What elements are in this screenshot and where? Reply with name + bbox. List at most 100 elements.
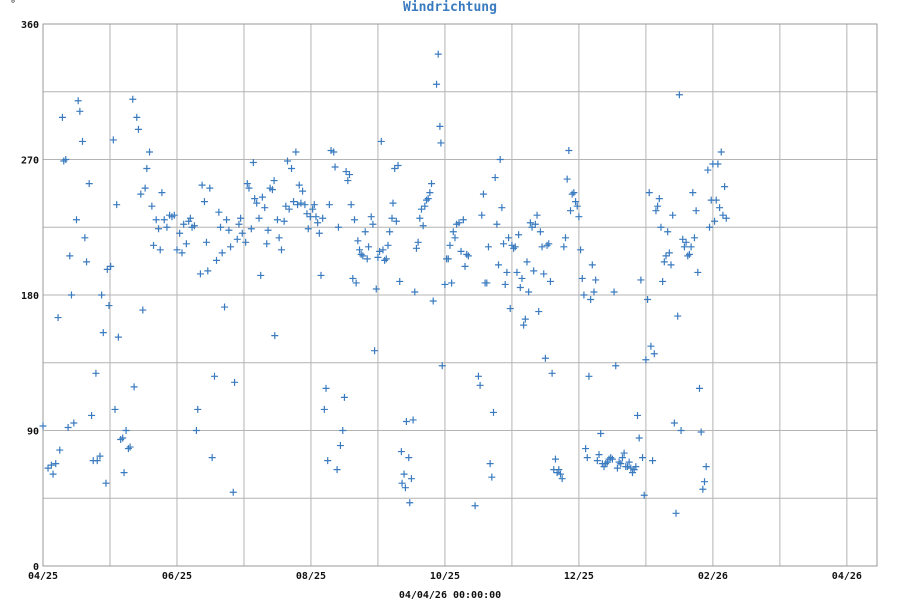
x-tick-label: 06/25 xyxy=(162,571,192,582)
data-point xyxy=(701,478,709,486)
data-point xyxy=(551,455,559,463)
data-point xyxy=(324,457,332,465)
data-point xyxy=(352,279,360,287)
data-point xyxy=(194,405,202,413)
data-point xyxy=(192,427,200,434)
data-point xyxy=(148,202,156,210)
data-point xyxy=(350,216,358,224)
data-point xyxy=(76,107,84,115)
x-tick-label: 12/25 xyxy=(564,571,594,582)
data-point xyxy=(186,214,194,222)
data-point xyxy=(595,451,603,459)
data-point xyxy=(530,267,538,275)
data-point xyxy=(113,201,121,209)
data-point xyxy=(81,234,89,242)
data-point xyxy=(478,211,486,219)
data-point xyxy=(204,267,212,275)
data-point xyxy=(277,246,285,254)
data-point xyxy=(580,291,588,299)
data-point xyxy=(150,241,158,249)
data-point xyxy=(503,268,511,276)
data-point xyxy=(434,50,442,58)
data-point xyxy=(290,198,298,206)
data-point xyxy=(79,137,87,145)
data-point xyxy=(146,148,154,156)
data-point xyxy=(200,198,208,206)
data-point xyxy=(702,463,710,471)
data-point xyxy=(464,252,472,260)
y-tick-label: 360 xyxy=(21,20,39,31)
data-point xyxy=(632,463,640,471)
data-point xyxy=(196,270,204,278)
data-point xyxy=(572,198,580,206)
x-tick-label: 10/25 xyxy=(430,571,460,582)
data-point xyxy=(382,255,390,263)
data-point xyxy=(444,255,452,263)
data-point xyxy=(711,217,719,225)
data-point xyxy=(406,499,414,507)
data-point xyxy=(520,321,528,329)
data-point xyxy=(330,148,338,156)
data-point xyxy=(235,220,243,228)
y-tick-label: 90 xyxy=(27,427,39,438)
tick-labels: 0 90 180 270 360 04/25 06/25 08/25 10/25 12/25 02/… xyxy=(21,20,862,582)
x-tick-label: 08/25 xyxy=(296,571,326,582)
data-point xyxy=(402,417,410,425)
data-point xyxy=(647,342,655,350)
data-point xyxy=(365,243,373,251)
data-point xyxy=(401,484,409,492)
data-point xyxy=(64,423,72,431)
data-point xyxy=(578,274,586,282)
data-point xyxy=(334,223,342,231)
data-point xyxy=(342,168,350,176)
data-point xyxy=(111,405,119,413)
x-tick-label: 02/26 xyxy=(698,571,728,582)
data-point xyxy=(556,470,564,478)
data-point xyxy=(392,217,400,225)
data-point xyxy=(660,258,668,266)
data-point xyxy=(206,184,214,192)
data-point xyxy=(372,285,380,293)
data-point xyxy=(637,276,645,284)
data-point xyxy=(137,190,145,198)
data-point xyxy=(310,201,318,209)
data-point xyxy=(699,485,707,493)
data-point xyxy=(664,228,672,236)
data-point xyxy=(587,296,595,304)
data-point xyxy=(548,369,556,377)
data-point xyxy=(717,148,725,156)
data-point xyxy=(264,226,272,234)
data-point xyxy=(600,463,608,471)
data-point xyxy=(271,332,279,340)
data-point xyxy=(105,302,113,310)
data-point xyxy=(446,241,454,249)
data-point xyxy=(88,411,96,419)
data-point xyxy=(665,249,673,257)
data-point xyxy=(488,473,496,481)
data-point xyxy=(575,213,583,221)
data-point xyxy=(229,488,237,496)
data-point xyxy=(93,457,101,465)
data-point xyxy=(389,199,397,207)
x-tick-label: 04/26 xyxy=(832,571,862,582)
data-point xyxy=(625,458,633,466)
data-point xyxy=(133,113,141,121)
data-point xyxy=(533,211,541,219)
data-point xyxy=(649,457,657,465)
data-point xyxy=(500,240,508,248)
data-point xyxy=(225,226,233,234)
data-point xyxy=(603,458,611,466)
data-point xyxy=(62,156,70,163)
data-point xyxy=(292,148,300,156)
data-point xyxy=(583,454,591,462)
data-point xyxy=(301,201,309,209)
data-point xyxy=(689,189,697,197)
data-point xyxy=(560,243,568,251)
data-point xyxy=(263,240,271,248)
data-point xyxy=(610,288,618,296)
data-point xyxy=(722,214,730,222)
data-point xyxy=(438,362,446,370)
data-point xyxy=(242,238,250,246)
y-axis-unit: ° xyxy=(10,0,16,10)
